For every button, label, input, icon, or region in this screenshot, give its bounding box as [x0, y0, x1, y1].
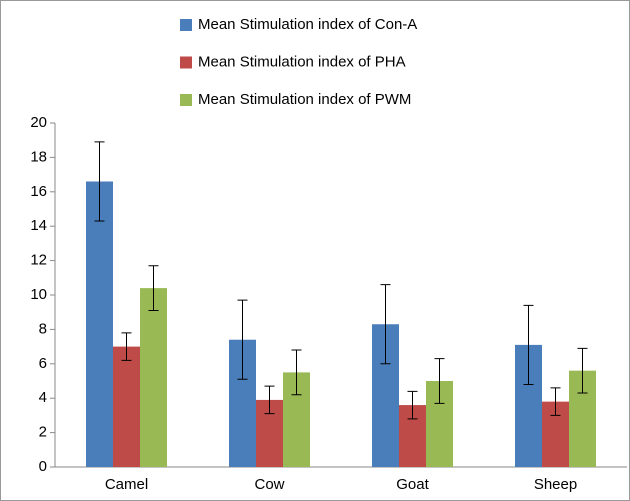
legend-label: Mean Stimulation index of Con-A [198, 16, 417, 33]
error-bar [434, 358, 445, 404]
error-bar [577, 347, 588, 394]
error-bar [380, 284, 391, 365]
x-tick-label: Camel [105, 476, 148, 493]
y-tick-label: 4 [39, 389, 47, 406]
x-tick-label: Goat [396, 476, 429, 493]
y-tick-label: 8 [39, 320, 47, 337]
error-bar [237, 299, 248, 380]
legend-swatch [180, 56, 192, 69]
error-bar [550, 387, 561, 416]
x-tick-label: Sheep [534, 476, 577, 493]
y-tick-label: 10 [30, 286, 47, 303]
y-tick-label: 16 [30, 183, 47, 200]
y-tick-label: 6 [39, 355, 47, 372]
error-bar [264, 385, 275, 415]
error-bar [121, 332, 132, 361]
y-tick-label: 0 [39, 458, 47, 475]
error-bar [94, 141, 105, 222]
bar [86, 181, 113, 468]
y-tick-label: 2 [39, 424, 47, 441]
legend-label: Mean Stimulation index of PWM [198, 91, 411, 108]
legend-swatch [180, 19, 192, 31]
error-bar [291, 349, 302, 396]
bar [140, 288, 167, 467]
error-bar [407, 390, 418, 420]
y-tick-label: 18 [30, 148, 47, 165]
legend-label: Mean Stimulation index of PHA [198, 53, 406, 70]
x-tick-label: Cow [254, 476, 284, 493]
legend-swatch [180, 94, 192, 106]
y-tick-label: 12 [30, 252, 47, 269]
y-tick-label: 14 [30, 217, 47, 234]
error-bar [523, 304, 534, 385]
bar [113, 346, 140, 467]
error-bar [148, 265, 159, 311]
y-tick-label: 20 [30, 114, 47, 131]
